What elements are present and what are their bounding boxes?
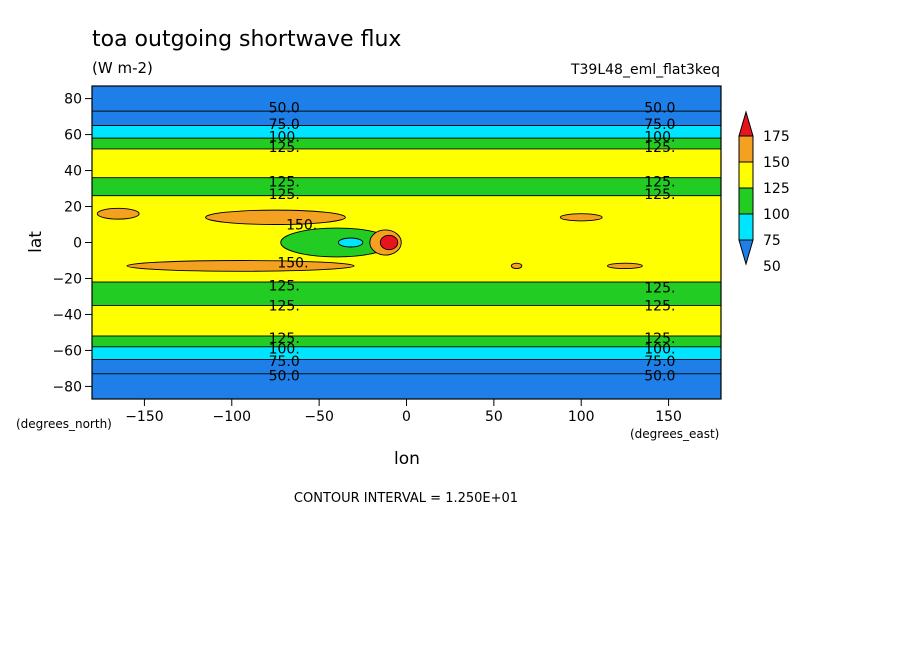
- contour-label-0: 50.0: [269, 101, 300, 117]
- contour-label-14: 125.: [269, 279, 300, 295]
- x-tick-label-4: 50: [485, 409, 503, 425]
- colorbar-label-2: 125: [763, 181, 790, 197]
- contour-label-17: 125.: [644, 298, 675, 314]
- zonal-band-0: [92, 86, 721, 112]
- zonal-band-12: [92, 373, 721, 399]
- y-units-label: (degrees_north): [16, 417, 112, 431]
- contour-fill-layer: [92, 86, 721, 399]
- y-tick-label-2: 40: [64, 164, 82, 180]
- colorbar-max-arrow: [738, 110, 754, 137]
- zonal-band-3: [92, 137, 721, 150]
- y-tick-label-1: 60: [64, 128, 82, 144]
- contour-label-5: 75.0: [644, 117, 675, 133]
- y-tick-label-5: −20: [52, 271, 82, 287]
- contour-feature-0: [205, 209, 346, 225]
- contour-label-18: 125.: [269, 331, 300, 347]
- colorbar-label-5: 50: [763, 259, 781, 275]
- colorbar-min-arrow: [738, 239, 754, 266]
- contour-label-1: 75.0: [269, 117, 300, 133]
- contour-label-20: 75.0: [269, 354, 300, 370]
- contour-feature-5: [337, 237, 364, 248]
- zonal-band-2: [92, 125, 721, 139]
- zonal-band-11: [92, 359, 721, 375]
- x-axis-ticks: −150 −100 −50 0 50 100 150: [125, 399, 682, 425]
- colorbar-label-0: 175: [763, 129, 790, 145]
- zonal-band-4: [92, 148, 721, 179]
- contour-label-2: 100.: [269, 129, 300, 145]
- x-units-label: (degrees_east): [630, 427, 719, 441]
- contour-label-6: 100.: [644, 129, 675, 145]
- zonal-band-1: [92, 110, 721, 126]
- colorbar: 175 150 125 100 75 50: [738, 110, 790, 275]
- colorbar-segment-3: [738, 213, 754, 241]
- contour-label-9: 125.: [269, 187, 300, 203]
- contour-interval-note: CONTOUR INTERVAL = 1.250E+01: [294, 491, 518, 506]
- contour-label-25: 50.0: [644, 369, 675, 385]
- dataset-label: T39L48_eml_flat3keq: [570, 62, 720, 78]
- x-tick-label-3: 0: [402, 409, 411, 425]
- colorbar-segment-0: [738, 135, 754, 163]
- zonal-band-7: [92, 281, 721, 306]
- contour-label-10: 125.: [644, 174, 675, 190]
- contour-label-15: 125.: [269, 298, 300, 314]
- y-tick-label-7: −60: [52, 343, 82, 359]
- contour-label-8: 125.: [269, 174, 300, 190]
- colorbar-label-4: 75: [763, 233, 781, 249]
- y-axis-ticks: 80 60 40 20 0 −20 −40 −60 −80: [52, 92, 92, 395]
- zonal-band-5: [92, 177, 721, 197]
- x-tick-label-6: 150: [655, 409, 682, 425]
- y-tick-label-3: 20: [64, 200, 82, 216]
- y-tick-label-4: 0: [73, 236, 82, 252]
- colorbar-segment-2: [738, 187, 754, 215]
- contour-label-4: 50.0: [644, 101, 675, 117]
- contour-label-11: 125.: [644, 187, 675, 203]
- contour-feature-2: [559, 213, 603, 222]
- contour-label-21: 50.0: [269, 369, 300, 385]
- y-tick-label-0: 80: [64, 92, 82, 108]
- contour-label-24: 75.0: [644, 354, 675, 370]
- colorbar-segment-1: [738, 161, 754, 189]
- contour-label-22: 125.: [644, 331, 675, 347]
- chart-subtitle: (W m-2): [92, 59, 153, 77]
- zonal-band-9: [92, 335, 721, 348]
- x-tick-label-0: −150: [125, 409, 163, 425]
- contour-feature-9: [510, 262, 523, 270]
- zonal-band-10: [92, 346, 721, 360]
- contour-feature-8: [606, 262, 643, 270]
- x-tick-label-2: −50: [304, 409, 334, 425]
- contour-label-13: 150.: [277, 255, 308, 271]
- y-tick-label-8: −80: [52, 379, 82, 395]
- contour-label-7: 125.: [644, 140, 675, 156]
- colorbar-label-1: 150: [763, 155, 790, 171]
- contour-label-23: 100.: [644, 342, 675, 358]
- colorbar-label-3: 100: [763, 207, 790, 223]
- contour-label-3: 125.: [269, 140, 300, 156]
- x-tick-label-1: −100: [213, 409, 251, 425]
- x-axis-label: lon: [394, 449, 420, 469]
- contour-feature-7: [379, 234, 399, 251]
- zonal-band-8: [92, 305, 721, 337]
- contour-label-16: 125.: [644, 280, 675, 296]
- contour-label-12: 150.: [286, 218, 317, 234]
- contour-label-layer: 50.075.0100.125.50.075.0100.125.125.125.…: [269, 101, 676, 385]
- contour-label-19: 100.: [269, 342, 300, 358]
- x-tick-label-5: 100: [568, 409, 595, 425]
- chart-title: toa outgoing shortwave flux: [92, 27, 401, 52]
- contour-feature-1: [96, 207, 140, 220]
- contour-feature-3: [126, 260, 355, 272]
- y-tick-label-6: −40: [52, 307, 82, 323]
- y-axis-label: lat: [26, 231, 46, 253]
